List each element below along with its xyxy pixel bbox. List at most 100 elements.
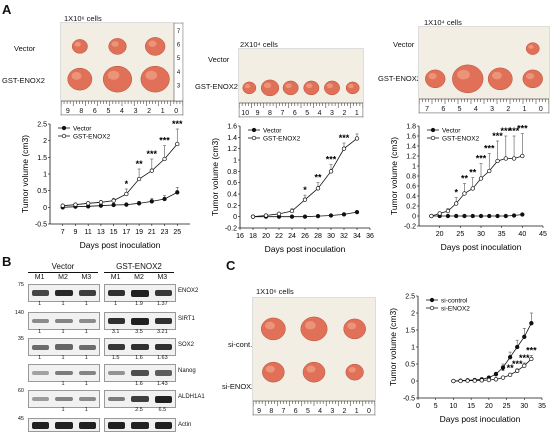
photo3-svg: 7 6 5 4 3 2 1 0 (419, 42, 549, 113)
blot-band (55, 289, 73, 297)
ruler-side (173, 23, 183, 102)
legend-marker (430, 127, 436, 133)
data-point (458, 378, 463, 384)
data-point (289, 214, 295, 219)
y-tick-label: -0.5 (403, 396, 415, 403)
data-point (470, 186, 475, 191)
tumor-highlight (492, 71, 502, 80)
y-tick-label: 0.8 (227, 169, 237, 176)
x-tick-label: 25 (456, 231, 464, 238)
data-point (500, 375, 506, 380)
data-point (495, 213, 500, 219)
panel-label-b: B (2, 254, 12, 269)
mw-marker: 75 (17, 282, 24, 288)
y-tick-label: 0 (43, 205, 47, 212)
y-tick-label: 1 (412, 164, 416, 171)
data-point (445, 213, 451, 219)
data-point (354, 136, 360, 141)
row-label-gst-2: GST-ENOX2 (195, 82, 238, 91)
x-tick-label: 20 (262, 233, 270, 240)
blot-band (78, 318, 96, 324)
band-quantification: 1.9 (135, 301, 143, 307)
lane-label: M2 (134, 274, 144, 281)
row-label-sicont: si-cont. (228, 340, 253, 349)
x-tick-label: 0 (416, 403, 420, 410)
band-quantification: 1 (38, 329, 42, 335)
x-tick-label: 36 (366, 233, 374, 240)
blot-band (32, 318, 50, 324)
ruler-label: 2 (343, 408, 347, 415)
blot-box (104, 418, 176, 432)
tumor (67, 67, 93, 91)
y-tick-label: 1.6 (227, 124, 237, 131)
tumor-highlight (526, 72, 535, 80)
data-point (478, 213, 484, 219)
data-point (454, 213, 459, 219)
y-tick-label: 0 (411, 379, 415, 386)
band-quantification: 1 (84, 407, 88, 413)
row-label-vector-2: Vector (208, 55, 230, 64)
legend-entry: Vector (442, 128, 461, 135)
legend-entry: Vector (263, 128, 282, 135)
data-point (111, 202, 116, 208)
data-point (454, 201, 459, 206)
data-point (289, 208, 295, 214)
blot-band (32, 421, 50, 429)
x-tick-label: 30 (520, 403, 528, 410)
data-point (470, 213, 475, 219)
significance-annotation: *** (501, 126, 512, 136)
lane-label: M3 (157, 274, 168, 281)
legend-marker (251, 135, 257, 141)
lane-label: M1 (34, 274, 45, 281)
blot-band (131, 370, 149, 376)
significance-annotation: ** (461, 174, 469, 184)
tumor (303, 80, 320, 96)
significance-annotation: ** (136, 159, 144, 169)
ruler-label: 0 (174, 108, 178, 115)
photo1-svg: 9 8 6 5 4 3 2 1 0 7 6 5 4 3 (61, 23, 183, 115)
lane-label: M3 (81, 274, 92, 281)
photoC-svg: 9 8 7 6 5 4 3 2 1 0 (253, 316, 375, 415)
y-tick-label: 0.2 (406, 204, 416, 211)
ruler-label: 0 (367, 408, 371, 415)
blot-band (108, 396, 126, 402)
tumor (262, 361, 285, 383)
legend-marker (429, 297, 435, 303)
x-tick-label: 20 (485, 403, 493, 410)
y-tick-label: 1.4 (406, 144, 416, 151)
band-quantification: 1 (61, 355, 65, 361)
blot-protein-label: Nanog (178, 368, 196, 374)
data-point (478, 176, 484, 181)
tumor (140, 65, 170, 93)
data-point (315, 186, 321, 191)
band-quantification: 1 (84, 329, 88, 335)
growth-chart-1-svg: -0.5 0 0.5 1 1.5 2 2.5 7 9 11 13 15 17 19 21 23 25 Days p… (20, 119, 190, 250)
data-point (136, 176, 142, 182)
y-tick-label: 2 (411, 311, 415, 318)
y-tick-label: 0 (233, 214, 237, 221)
x-tick-label: 28 (314, 233, 322, 240)
tumor-highlight (107, 70, 120, 80)
x-tick-label: 32 (340, 233, 348, 240)
blot-band (32, 397, 50, 401)
tumor (242, 81, 257, 95)
lane-label: M1 (110, 274, 121, 281)
legend-marker (251, 127, 257, 133)
tumor-highlight (264, 82, 272, 89)
y-axis-label: Tumor volume (cm3) (210, 138, 220, 216)
tumor (260, 79, 280, 97)
ruler-label: 5 (458, 106, 462, 113)
blot-band (78, 396, 96, 402)
data-point (487, 213, 492, 219)
legend-entry: GST-ENOX2 (442, 136, 480, 143)
x-tick-label: 20 (436, 231, 444, 238)
data-point (472, 378, 477, 383)
tumor-highlight (111, 41, 119, 47)
x-tick-label: 10 (450, 403, 458, 410)
row-label-gst-1: GST-ENOX2 (2, 76, 45, 85)
data-point (515, 368, 520, 373)
blot-band (154, 370, 172, 376)
data-point (465, 378, 470, 383)
ruler-label: 1 (523, 106, 527, 113)
x-axis-label: Days post inoculation (440, 414, 521, 424)
